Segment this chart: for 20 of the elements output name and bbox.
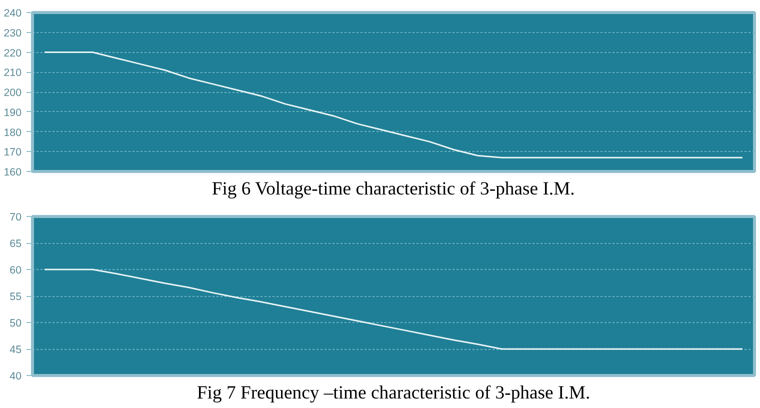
y-tick-label: 55 (10, 291, 22, 303)
text: Fig 7 Frequency –time characteristic of 3-phase I.M. (196, 382, 590, 404)
y-tick-label: 210 (4, 67, 22, 80)
y-tick-label: 230 (4, 27, 22, 40)
y-tick-label: 170 (4, 146, 22, 159)
y-tick-label: 40 (10, 370, 22, 382)
line-series (44, 268, 744, 350)
text: Fig 6 Voltage-time characteristic of 3-phase I.M. (212, 178, 575, 200)
y-tick-label: 240 (4, 8, 22, 20)
line-series (44, 52, 744, 158)
y-tick-label: 65 (10, 238, 22, 250)
y-tick-label: 60 (10, 264, 22, 276)
y-tick-label: 45 (10, 344, 22, 356)
y-tick-label: 180 (4, 126, 22, 139)
y-tick-label: 190 (4, 106, 22, 119)
y-tick-label: 70 (10, 212, 22, 224)
y-tick-label: 220 (4, 47, 22, 60)
y-tick-label: 200 (4, 87, 22, 99)
y-tick-label: 50 (10, 318, 22, 330)
y-tick-label: 160 (4, 166, 22, 178)
